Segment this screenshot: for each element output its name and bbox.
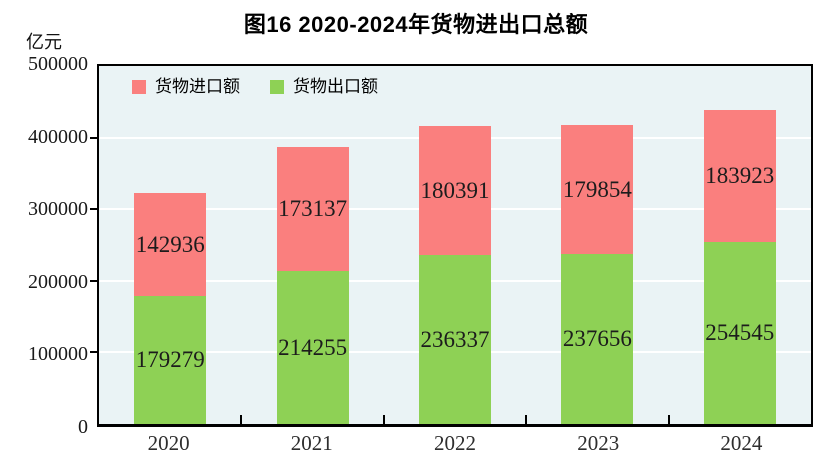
bar-group-2022: 236337 180391 [419,66,491,424]
bar-value-label-货物进口额-2024: 183923 [705,163,775,189]
y-axis-tick-mark-300000 [90,208,98,211]
bar-value-label-货物进口额-2022: 180391 [420,177,490,203]
y-axis-tick-mark-100000 [90,351,98,354]
y-axis-tick-label-400000: 400000 [28,125,88,148]
bar-value-label-货物进口额-2020: 142936 [135,231,205,257]
bar-segment-货物出口额-2023: 237656 [561,253,634,424]
bar-group-2023: 237656 179854 [561,66,634,424]
x-axis-tick-mark-4 [667,415,670,424]
bar-value-label-货物进口额-2021: 173137 [278,196,348,222]
bar-value-label-货物出口额-2023: 237656 [562,326,632,352]
plot-area: 货物进口额 货物出口额 179279 142936 214255 173137 2363… [90,64,813,427]
bar-value-label-货物出口额-2024: 254545 [705,320,775,346]
x-axis-tick-mark-3 [525,415,528,424]
exports-swatch-icon [270,79,284,94]
bar-group-2020: 179279 142936 [134,66,207,424]
y-axis-tick-mark-400000 [90,136,98,139]
x-axis-tick-label-2024: 2024 [720,431,763,455]
bar-segment-货物出口额-2022: 236337 [419,254,491,424]
bar-value-label-货物进口额-2023: 179854 [562,176,632,202]
bar-value-label-货物出口额-2021: 214255 [278,334,348,360]
imports-swatch-icon [132,79,146,94]
x-axis-tick-label-2023: 2023 [577,431,620,455]
bar-segment-货物进口额-2020: 142936 [134,193,207,296]
y-axis-tick-label-200000: 200000 [28,270,88,293]
y-axis-unit-label: 亿元 [26,32,62,52]
x-axis-tick-mark-2 [382,415,385,424]
bar-segment-货物出口额-2024: 254545 [703,241,776,424]
y-axis-tick-label-0: 0 [78,416,88,438]
bar-group-2021: 214255 173137 [276,66,349,424]
x-axis-tick-labels: 2020 2021 2022 2023 2024 [97,431,813,461]
bar-segment-货物进口额-2021: 173137 [276,146,349,271]
y-axis-tick-label-500000: 500000 [28,53,88,75]
y-axis-tick-mark-200000 [90,279,98,282]
x-axis-tick-label-2020: 2020 [147,431,190,455]
bar-group-2024: 254545 183923 [703,66,776,424]
bar-segment-货物进口额-2023: 179854 [561,125,634,254]
bar-segment-货物出口额-2021: 214255 [276,270,349,424]
legend-label-imports: 货物进口额 [155,77,240,96]
x-axis-tick-mark-1 [240,415,243,424]
bar-segment-货物进口额-2022: 180391 [419,125,491,255]
bar-segment-货物进口额-2024: 183923 [703,110,776,242]
bar-value-label-货物出口额-2022: 236337 [420,326,490,352]
legend: 货物进口额 货物出口额 [132,78,378,95]
y-axis-tick-label-100000: 100000 [28,343,88,366]
bar-segment-货物出口额-2020: 179279 [134,295,207,424]
bar-value-label-货物出口额-2020: 179279 [135,347,205,373]
y-axis-tick-label-300000: 300000 [28,198,88,221]
x-axis-tick-label-2022: 2022 [434,431,476,455]
legend-item-exports: 货物出口额 [270,78,378,95]
x-axis-tick-label-2021: 2021 [290,431,333,455]
chart-title: 图16 2020-2024年货物进出口总额 [243,12,589,37]
legend-label-exports: 货物出口额 [293,77,378,96]
y-axis-tick-labels: 0 100000 200000 300000 400000 500000 [0,53,90,438]
legend-item-imports: 货物进口额 [132,78,240,95]
